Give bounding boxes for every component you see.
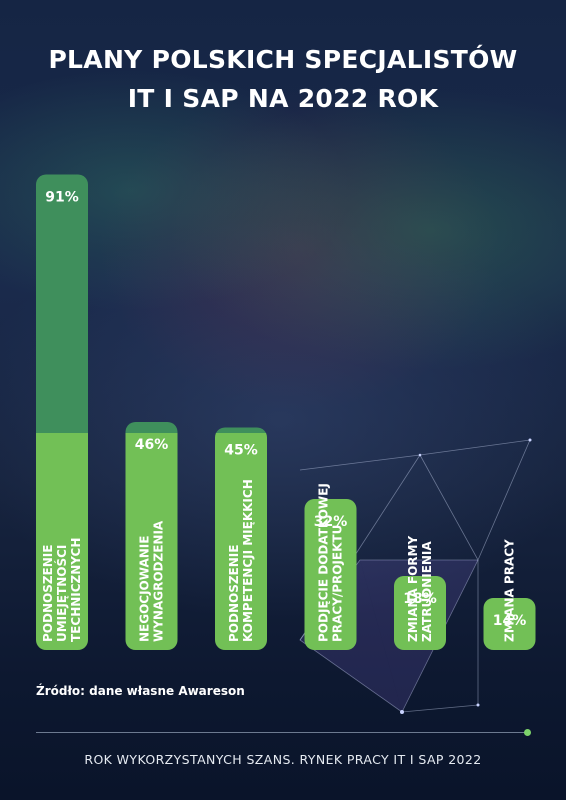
bar-group: 32%PODJĘCIE DODATKOWEJ PRACY/PROJEKTU <box>304 483 357 650</box>
category-label: PRACY/PROJEKTU <box>331 525 345 642</box>
category-label: ZATRUDNIENIA <box>420 541 434 642</box>
category-label: NEGOCJOWANIE <box>138 536 152 642</box>
value-label: 32% <box>314 514 348 530</box>
bar-group: 91% PODNOSZENIE UMIEJĘTNOŚCI TECHNICZNYCH <box>36 174 88 650</box>
bar <box>36 433 88 650</box>
bar <box>394 576 446 650</box>
bar-upper <box>215 427 267 434</box>
footer-dot <box>524 729 531 736</box>
category-label: PODNOSZENIE <box>227 545 241 642</box>
chart-title: PLANY POLSKICH SPECJALISTÓW IT I SAP NA … <box>0 40 566 118</box>
footer-text: ROK WYKORZYSTANYCH SZANS. RYNEK PRACY IT… <box>84 752 482 767</box>
bar <box>483 598 536 650</box>
category-label: TECHNICZNYCH <box>69 538 83 642</box>
title-line-1: PLANY POLSKICH SPECJALISTÓW <box>48 45 518 74</box>
bar-group: 18%ZMIANA FORMY ZATRUDNIENIA <box>394 536 446 650</box>
bar <box>304 499 357 650</box>
bar-upper <box>125 422 178 434</box>
value-label: 45% <box>224 443 258 459</box>
category-label: WYNAGRODZENIA <box>152 520 166 642</box>
category-label: KOMPETENCJI MIĘKKICH <box>241 479 255 642</box>
value-label: 46% <box>135 437 169 453</box>
title-line-2: IT I SAP NA 2022 ROK <box>127 84 439 113</box>
footer-divider <box>36 732 526 733</box>
value-label: 91% <box>45 190 79 206</box>
category-label: PODNOSZENIE <box>41 545 55 642</box>
value-label: 14% <box>493 613 527 629</box>
bar-group: 46% NEGOCJOWANIE WYNAGRODZENIA <box>125 422 178 650</box>
value-label: 18% <box>403 591 437 607</box>
bar <box>125 433 178 650</box>
category-label: PODJĘCIE DODATKOWEJ <box>317 483 331 642</box>
bar-upper <box>36 174 88 434</box>
category-label: ZMIANA PRACY <box>503 539 517 642</box>
category-label: UMIEJĘTNOŚCI <box>54 545 69 642</box>
source-note: Źródło: dane własne Awareson <box>36 684 245 698</box>
category-label: ZMIANA FORMY <box>406 536 420 642</box>
bar <box>215 433 267 650</box>
bar-group: 45% PODNOSZENIE KOMPETENCJI MIĘKKICH <box>215 427 267 650</box>
bar-group: 14%ZMIANA PRACY <box>483 539 536 650</box>
